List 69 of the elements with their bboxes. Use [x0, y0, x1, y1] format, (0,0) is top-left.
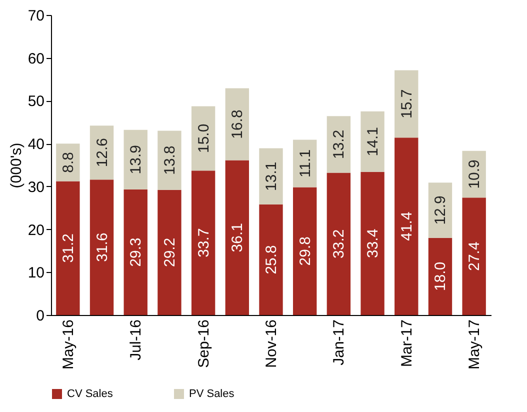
- data-label: 18.0: [432, 262, 450, 292]
- bar: [462, 198, 486, 315]
- data-label: 27.4: [466, 242, 484, 271]
- x-tick-label: Jul-16: [128, 320, 145, 360]
- data-label: 12.6: [94, 138, 111, 168]
- data-label: 13.2: [330, 130, 348, 160]
- bar: [225, 88, 249, 160]
- data-label: 8.8: [60, 152, 77, 173]
- bar: [259, 204, 283, 315]
- data-label: 13.9: [128, 145, 145, 174]
- bar: [326, 116, 351, 173]
- bar: [90, 126, 114, 180]
- bar: [191, 170, 216, 315]
- y-tick-label: 0: [36, 308, 44, 324]
- data-label: 29.8: [296, 236, 314, 266]
- bar: [158, 190, 182, 315]
- y-tick-label: 50: [28, 93, 44, 110]
- data-label: 16.8: [229, 110, 246, 139]
- x-tick-label: Nov-16: [263, 320, 280, 368]
- x-tick-label: May-17: [466, 320, 484, 370]
- data-label: 10.9: [466, 160, 484, 189]
- legend-label: CV Sales: [67, 388, 114, 400]
- data-label: 41.4: [398, 212, 416, 241]
- bar: [428, 182, 452, 238]
- x-tick-label: May-16: [60, 320, 77, 370]
- data-label: 25.8: [263, 245, 280, 274]
- bar: [293, 140, 317, 188]
- bar: [124, 130, 148, 190]
- data-label: 33.4: [364, 228, 382, 258]
- y-tick-label: 70: [28, 8, 44, 24]
- bar: [394, 70, 418, 138]
- y-tick-label: 20: [28, 222, 44, 239]
- y-tick-label: 30: [28, 178, 44, 196]
- bar: [428, 238, 452, 315]
- bar: [259, 148, 283, 204]
- bar: [326, 172, 351, 315]
- data-label: 13.8: [161, 146, 178, 175]
- data-label: 15.7: [398, 89, 416, 119]
- bar: [191, 106, 216, 171]
- bar: [56, 144, 80, 182]
- data-label: 12.9: [432, 196, 450, 225]
- data-label: 31.2: [60, 234, 77, 263]
- y-tick-label: 10: [28, 264, 44, 282]
- data-label: 13.1: [263, 162, 280, 191]
- x-tick-label: Sep-16: [195, 320, 212, 368]
- data-label: 33.7: [195, 228, 212, 258]
- bar: [90, 180, 114, 315]
- bar: [360, 111, 384, 172]
- bar: [225, 160, 249, 315]
- x-tick-label: Jan-17: [330, 320, 348, 366]
- bar: [56, 181, 80, 315]
- bar: [360, 172, 384, 315]
- data-label: 15.0: [195, 124, 212, 154]
- bar: [158, 130, 182, 190]
- data-label: 36.1: [229, 223, 246, 252]
- x-tick-label: Mar-17: [398, 320, 416, 368]
- data-label: 29.2: [161, 238, 178, 268]
- bar: [293, 187, 317, 315]
- data-label: 14.1: [364, 127, 382, 156]
- data-label: 31.6: [94, 232, 111, 262]
- legend-label: PV Sales: [189, 388, 235, 400]
- y-tick-label: 40: [28, 136, 44, 154]
- data-label: 29.3: [128, 238, 145, 267]
- bar: [394, 138, 418, 315]
- data-label: 33.2: [330, 229, 348, 258]
- y-tick-label: 60: [28, 50, 44, 68]
- y-axis-title: (000's): [8, 142, 25, 188]
- data-label: 11.1: [296, 149, 314, 178]
- bar: [124, 189, 148, 315]
